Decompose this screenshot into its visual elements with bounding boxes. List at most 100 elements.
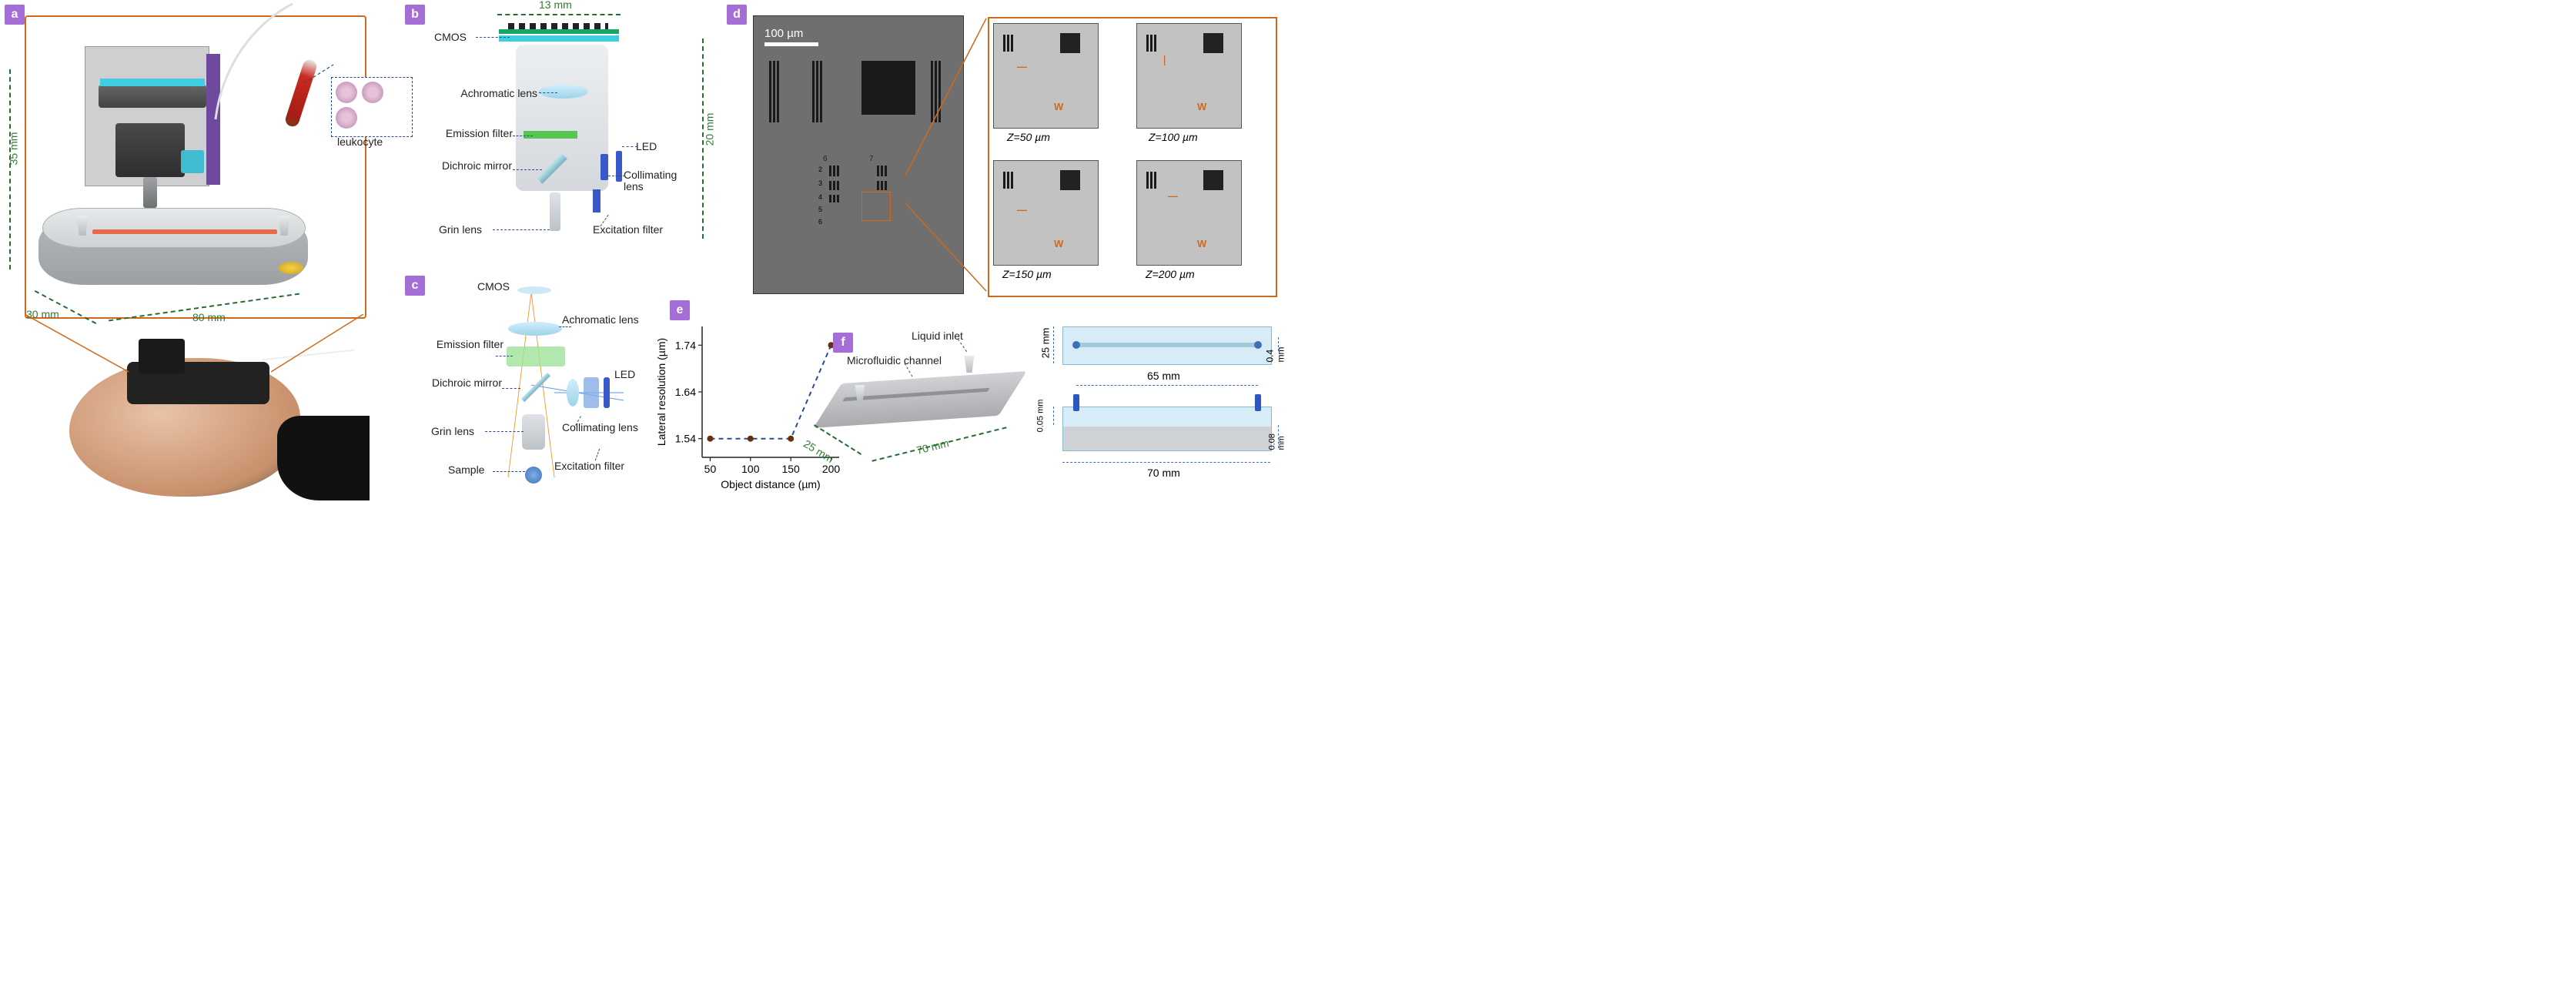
svg-text:100: 100 — [741, 463, 760, 475]
dim-height-label: 35 mm — [7, 132, 19, 166]
sleeve — [277, 416, 370, 500]
d-z50: — W — [993, 23, 1099, 129]
microfluidic-channel-on-base — [92, 229, 277, 234]
c-collimating-label: Collimating lens — [562, 422, 639, 433]
c-excitation-label: Excitation filter — [554, 460, 631, 472]
b-collimating-label: Collimating lens — [624, 169, 693, 192]
d-z100-label: Z=100 µm — [1149, 131, 1198, 143]
f-top-chlen-label: 65 mm — [1147, 370, 1180, 382]
c-grin — [522, 414, 545, 450]
b-dichroic-leader — [513, 169, 542, 170]
b-pcb — [499, 29, 619, 34]
panel-e-chart: 501001502001.541.641.74Object distance (… — [654, 316, 847, 493]
coin-for-scale — [279, 262, 303, 274]
svg-text:1.74: 1.74 — [675, 339, 696, 351]
svg-text:Lateral resolution (µm): Lateral resolution (µm) — [655, 338, 667, 446]
cmos-holder — [99, 85, 206, 108]
b-chips — [508, 23, 608, 29]
zoom-connector — [25, 314, 363, 376]
b-height-label: 20 mm — [703, 113, 715, 146]
f-side-inlet-left — [1073, 394, 1079, 411]
d-z50-label: Z=50 µm — [1007, 131, 1050, 143]
b-grin-label: Grin lens — [439, 223, 482, 236]
b-dichroic-label: Dichroic mirror — [431, 160, 512, 172]
svg-text:Object distance (µm): Object distance (µm) — [721, 478, 820, 490]
led-arm — [181, 150, 204, 173]
b-emission-label: Emission filter — [428, 128, 513, 139]
c-cmos-label: CMOS — [477, 280, 510, 293]
c-grin-label: Grin lens — [431, 425, 474, 437]
panel-label-d: d — [727, 5, 747, 25]
svg-text:1.64: 1.64 — [675, 386, 696, 398]
panel-label-c: c — [405, 276, 425, 296]
f-side-chh-label: 0.05 mm — [1035, 400, 1045, 433]
panel-label-b: b — [405, 5, 425, 25]
leukocyte-label: leukocyte — [337, 136, 383, 148]
leukocyte-leader — [304, 62, 335, 85]
d-z200: — W — [1136, 160, 1242, 266]
f-side-chh-dim — [1053, 407, 1054, 425]
leukocyte-cell-icon — [336, 82, 357, 103]
b-grin-leader — [493, 229, 550, 230]
c-emission — [507, 346, 565, 366]
b-led-leader — [622, 146, 637, 147]
dim-height-line — [9, 69, 11, 269]
objective-block — [115, 123, 185, 177]
f-inlet-right — [962, 356, 976, 373]
c-sample-label: Sample — [448, 464, 484, 476]
b-achromatic — [539, 85, 588, 99]
f-topview-w-label: 25 mm — [1039, 328, 1051, 359]
f-side-subh-label: 0.08 mm — [1268, 428, 1286, 450]
leukocyte-cell-icon — [336, 107, 357, 129]
leukocyte-callout — [331, 77, 413, 137]
c-dichroic-label: Dichroic mirror — [420, 377, 502, 389]
f-sideview — [1062, 407, 1272, 451]
c-achromatic — [508, 322, 562, 336]
f-topview — [1062, 326, 1272, 365]
f-top-chlen-dim — [1076, 385, 1258, 386]
panel-label-a: a — [5, 5, 25, 25]
cmos-cyan — [100, 79, 205, 86]
c-emission-label: Emission filter — [419, 339, 503, 350]
b-cmos-leader — [476, 37, 510, 38]
f-inlet-label: Liquid inlet — [912, 330, 963, 342]
leukocyte-cell-icon — [362, 82, 383, 103]
d-scale-bar — [764, 42, 818, 46]
b-achromatic-leader — [539, 92, 557, 93]
c-collimating — [567, 379, 579, 407]
b-width-dim — [497, 14, 621, 15]
objective-tip — [143, 177, 157, 208]
b-collimating — [601, 154, 608, 180]
f-side-len-label: 70 mm — [1147, 467, 1180, 479]
b-grin — [550, 192, 560, 231]
b-cmos-label: CMOS — [434, 31, 467, 43]
usaf-bars — [812, 61, 822, 122]
usaf-bars — [769, 61, 779, 122]
d-z100: — W — [1136, 23, 1242, 129]
b-led — [616, 151, 622, 182]
f-topview-w-dim — [1053, 326, 1054, 363]
c-achromatic-label: Achromatic lens — [562, 314, 654, 326]
b-emission-filter — [524, 131, 577, 139]
b-cmos-plate — [499, 35, 619, 42]
f-channel-label: Microfluidic channel — [847, 354, 942, 366]
d-scale-label: 100 µm — [764, 27, 803, 40]
b-excitation-filter — [593, 189, 601, 213]
d-z150-label: Z=150 µm — [1002, 268, 1052, 280]
panel-label-e: e — [670, 300, 690, 320]
d-z150: — W — [993, 160, 1099, 266]
b-width-label: 13 mm — [539, 0, 572, 11]
svg-text:150: 150 — [781, 463, 800, 475]
c-dichroic-leader — [502, 388, 520, 389]
svg-text:1.54: 1.54 — [675, 433, 696, 445]
d-zoom-roi — [861, 192, 891, 221]
d-zoom-connectors — [905, 17, 990, 294]
f-topview-ch-label: 0.4 mm — [1265, 337, 1286, 363]
c-led — [604, 377, 610, 408]
f-length-label: 70 mm — [915, 437, 950, 457]
svg-text:50: 50 — [704, 463, 717, 475]
c-led-label: LED — [614, 368, 635, 380]
c-sample-leader — [493, 471, 525, 472]
c-excitation — [584, 377, 599, 408]
d-z200-label: Z=200 µm — [1146, 268, 1195, 280]
